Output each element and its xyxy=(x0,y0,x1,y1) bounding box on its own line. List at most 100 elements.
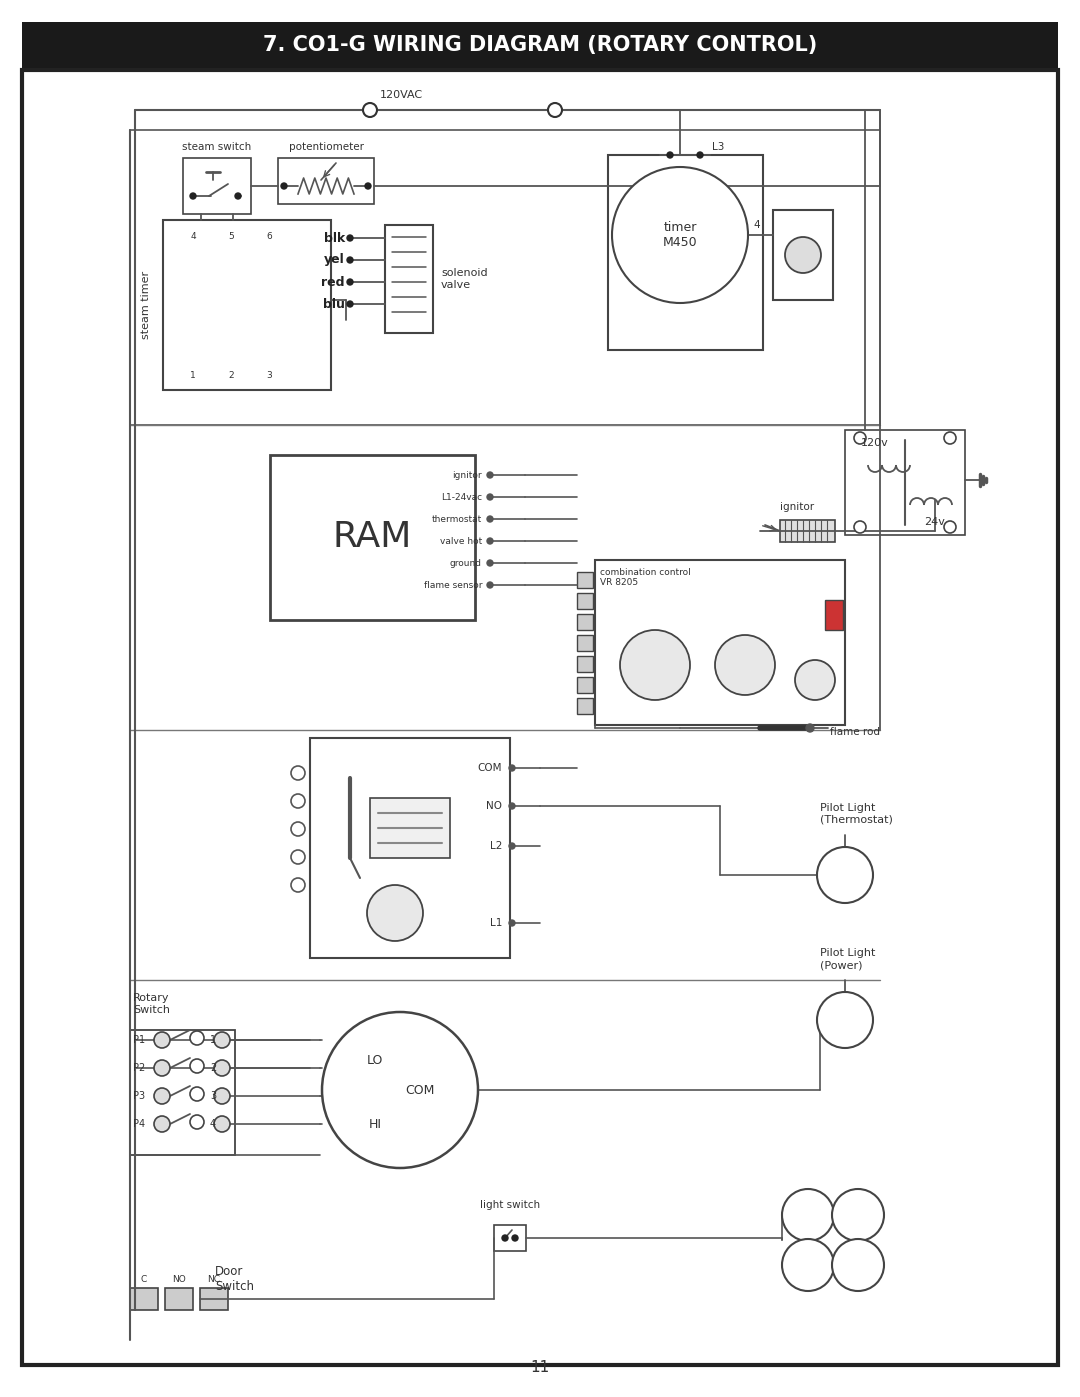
Circle shape xyxy=(487,515,492,522)
Bar xyxy=(278,158,374,204)
Bar xyxy=(577,571,593,588)
Circle shape xyxy=(795,659,835,700)
Circle shape xyxy=(214,1060,230,1076)
Text: combination control
VR 8205: combination control VR 8205 xyxy=(600,569,691,587)
Circle shape xyxy=(487,560,492,566)
Bar xyxy=(183,158,251,214)
Bar xyxy=(577,698,593,714)
Bar xyxy=(825,599,843,630)
Circle shape xyxy=(281,183,287,189)
Circle shape xyxy=(190,193,195,198)
Text: potentiometer: potentiometer xyxy=(288,142,364,152)
Circle shape xyxy=(291,793,305,807)
Text: flame sensor: flame sensor xyxy=(423,581,482,590)
Circle shape xyxy=(291,877,305,893)
Text: L2: L2 xyxy=(489,841,502,851)
Text: steam switch: steam switch xyxy=(183,142,252,152)
Circle shape xyxy=(715,636,775,694)
Text: P2: P2 xyxy=(133,1063,145,1073)
Text: 4: 4 xyxy=(210,1119,216,1129)
Circle shape xyxy=(322,1011,478,1168)
Text: solenoid
valve: solenoid valve xyxy=(441,268,488,289)
Text: valve hot: valve hot xyxy=(440,536,482,545)
Text: NO: NO xyxy=(172,1275,186,1284)
Text: Door
Switch: Door Switch xyxy=(215,1266,254,1294)
Text: LO: LO xyxy=(367,1053,383,1066)
Circle shape xyxy=(782,1189,834,1241)
Text: L1: L1 xyxy=(489,918,502,928)
Circle shape xyxy=(154,1116,170,1132)
Circle shape xyxy=(806,724,814,732)
Circle shape xyxy=(487,583,492,588)
Text: L3: L3 xyxy=(712,142,725,152)
Text: L1-24vac: L1-24vac xyxy=(441,493,482,502)
Text: Rotary
Switch: Rotary Switch xyxy=(133,993,170,1014)
Circle shape xyxy=(291,821,305,835)
Text: 11: 11 xyxy=(530,1361,550,1376)
Text: 2: 2 xyxy=(210,1063,216,1073)
Text: light switch: light switch xyxy=(480,1200,540,1210)
Text: Pilot Light
(Power): Pilot Light (Power) xyxy=(820,949,876,970)
Text: 3: 3 xyxy=(210,1091,216,1101)
Text: blk: blk xyxy=(324,232,345,244)
Bar xyxy=(845,430,966,535)
Text: 1: 1 xyxy=(210,1035,216,1045)
Text: ground: ground xyxy=(450,559,482,567)
Circle shape xyxy=(367,886,423,942)
Circle shape xyxy=(620,630,690,700)
Circle shape xyxy=(190,1059,204,1073)
Text: red: red xyxy=(322,275,345,289)
Text: 120VAC: 120VAC xyxy=(380,89,423,101)
Circle shape xyxy=(854,521,866,534)
Circle shape xyxy=(347,257,353,263)
Text: ignitor: ignitor xyxy=(780,502,814,511)
Bar xyxy=(310,738,510,958)
Circle shape xyxy=(487,538,492,543)
Bar xyxy=(780,520,835,542)
Text: 24v: 24v xyxy=(924,517,945,527)
Text: HI: HI xyxy=(368,1119,381,1132)
Circle shape xyxy=(235,193,241,198)
Bar xyxy=(577,657,593,672)
Text: flame rod: flame rod xyxy=(831,726,880,738)
Text: thermostat: thermostat xyxy=(432,514,482,524)
Circle shape xyxy=(785,237,821,272)
Text: timer
M450: timer M450 xyxy=(663,221,698,249)
Bar xyxy=(577,636,593,651)
Bar xyxy=(384,225,433,332)
Text: steam timer: steam timer xyxy=(141,271,151,339)
Bar xyxy=(773,210,833,300)
Text: RAM: RAM xyxy=(333,520,411,555)
Text: 3: 3 xyxy=(266,372,272,380)
Circle shape xyxy=(347,279,353,285)
Text: 4: 4 xyxy=(753,219,759,231)
Circle shape xyxy=(190,1031,204,1045)
Circle shape xyxy=(612,168,748,303)
Circle shape xyxy=(291,766,305,780)
Text: 2: 2 xyxy=(228,372,233,380)
Circle shape xyxy=(487,495,492,500)
Circle shape xyxy=(697,152,703,158)
Circle shape xyxy=(363,103,377,117)
Text: P1: P1 xyxy=(133,1035,145,1045)
Text: C: C xyxy=(140,1275,147,1284)
Circle shape xyxy=(487,472,492,478)
Circle shape xyxy=(214,1032,230,1048)
Circle shape xyxy=(816,847,873,902)
Text: NO: NO xyxy=(486,800,502,812)
Circle shape xyxy=(154,1060,170,1076)
Circle shape xyxy=(154,1088,170,1104)
Bar xyxy=(577,592,593,609)
Circle shape xyxy=(667,152,673,158)
Circle shape xyxy=(512,1235,518,1241)
Bar xyxy=(577,678,593,693)
Circle shape xyxy=(832,1189,885,1241)
Circle shape xyxy=(214,1116,230,1132)
Text: 6: 6 xyxy=(266,232,272,242)
Bar xyxy=(130,1288,158,1310)
Bar xyxy=(608,155,762,351)
Text: 4: 4 xyxy=(190,232,195,242)
Circle shape xyxy=(854,432,866,444)
Circle shape xyxy=(154,1032,170,1048)
Circle shape xyxy=(944,521,956,534)
